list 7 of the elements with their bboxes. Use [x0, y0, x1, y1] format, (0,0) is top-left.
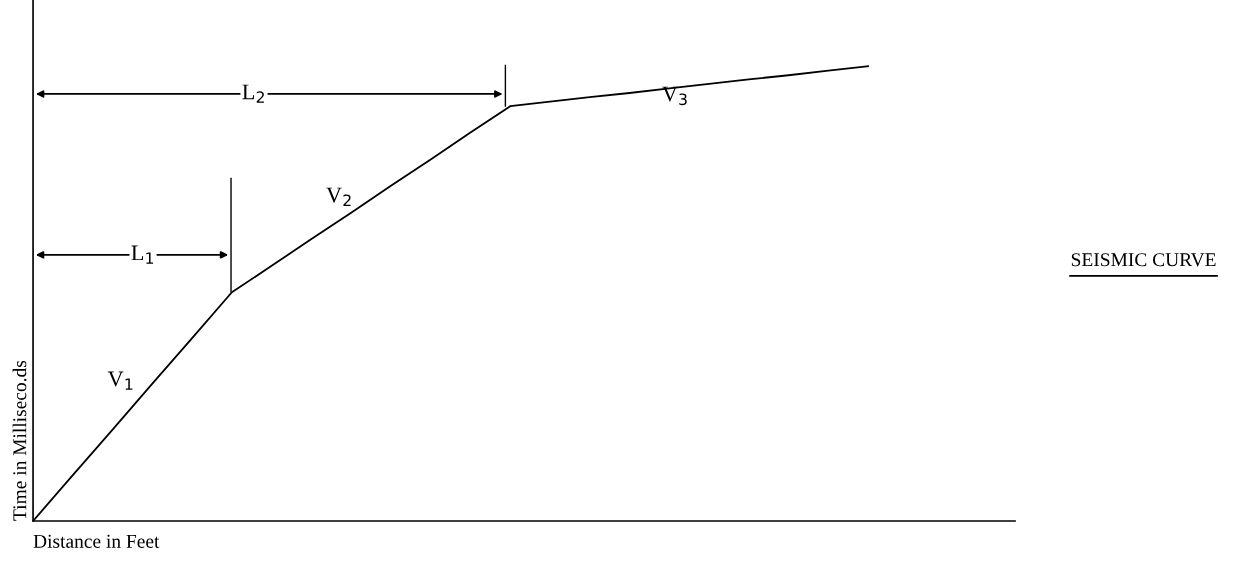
y-axis-title: Time in Milliseco.ds — [12, 360, 27, 521]
annotation: V$_{1}$ — [107, 371, 133, 390]
annotation: L$_{1}$ — [131, 245, 154, 264]
annotation: V$_{2}$ — [326, 187, 351, 206]
x-axis-title: Distance in Feet — [33, 534, 160, 548]
text: SEISMIC CURVE — [1071, 253, 1216, 267]
annotation: L$_{2}$ — [242, 84, 264, 103]
